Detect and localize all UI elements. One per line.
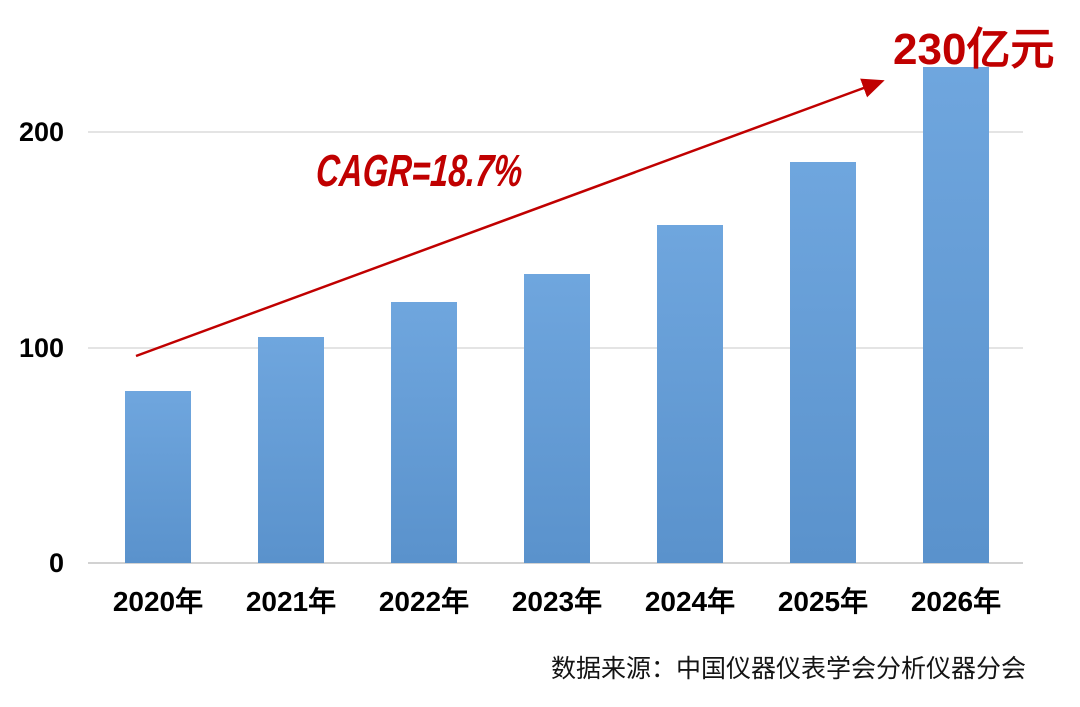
bar-2023年 (524, 274, 590, 563)
xtick-label-2022年: 2022年 (378, 586, 470, 617)
ytick-label-100: 100 (18, 332, 64, 363)
data-source-note: 数据来源：中国仪器仪表学会分析仪器分会 (551, 655, 1027, 683)
xtick-label-2025年: 2025年 (777, 586, 869, 617)
cagr-annotation: CAGR=18.7% (314, 145, 525, 196)
xtick-label-2020年: 2020年 (112, 586, 204, 617)
bar-2026年 (923, 67, 989, 563)
bar-2021年 (258, 337, 324, 563)
gridline-0 (88, 562, 1023, 564)
bar-2025年 (790, 162, 856, 563)
xtick-label-2021年: 2021年 (245, 586, 337, 617)
xtick-label-2023年: 2023年 (511, 586, 603, 617)
ytick-label-200: 200 (18, 117, 64, 147)
ytick-label-0: 0 (48, 548, 64, 578)
endpoint-value-label: 230亿元 (893, 25, 1055, 74)
gridline-200 (88, 131, 1023, 133)
bar-2020年 (125, 391, 191, 563)
bar-2022年 (391, 302, 457, 563)
bar-2024年 (657, 225, 723, 563)
xtick-label-2024年: 2024年 (644, 586, 736, 617)
xtick-label-2026年: 2026年 (910, 586, 1002, 617)
